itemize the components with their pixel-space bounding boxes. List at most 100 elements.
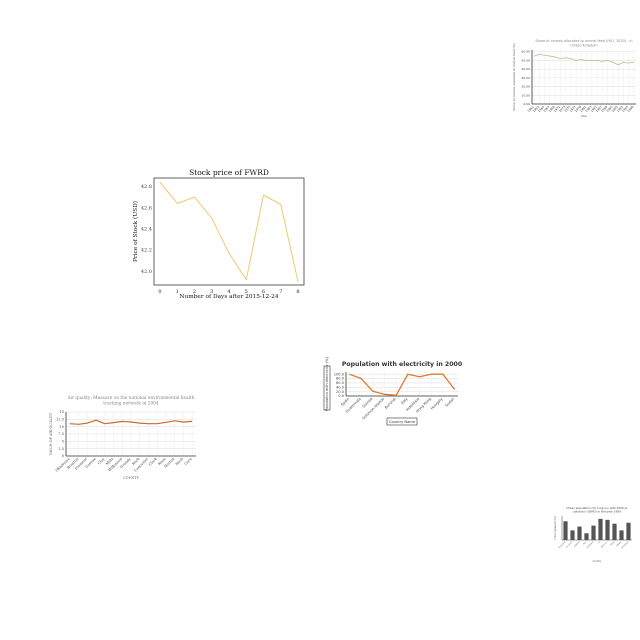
bar (598, 518, 603, 540)
x-tick-label: Clark (148, 456, 158, 466)
y-tick-label: 42.2 (141, 248, 152, 254)
x-axis-label: Country Name (389, 420, 416, 424)
x-tick-label: Burundi (384, 397, 397, 410)
x-tick-label: 1967 (542, 105, 550, 113)
x-tick-label: 1977 (569, 105, 577, 113)
x-tick-label: 1993 (611, 105, 619, 113)
x-tick-label: 1985 (590, 105, 598, 113)
chart-title: Urban population (%) long-run with 2050 … (566, 506, 628, 510)
x-axis-label: Country (593, 560, 602, 563)
stock-price-chart: Stock price of FWRD 42.0 42.2 42.4 42.6 42.8 0… (126, 164, 312, 304)
chart-title: Stock price of FWRD (189, 168, 269, 177)
x-tick-label: Fiji (598, 541, 601, 544)
y-tick-label: 0.0 (338, 394, 344, 398)
y-tick-label: 40.0 (336, 385, 345, 389)
bar (605, 519, 610, 540)
y-tick-label: 0.00 (523, 102, 530, 106)
x-tick-label: Zimbabwe (621, 541, 630, 550)
x-tick-label: 3 (210, 289, 213, 295)
x-tick-label: 1983 (584, 105, 592, 113)
series-line (533, 53, 634, 66)
x-tick-label: 1989 (600, 105, 608, 113)
series-line (159, 181, 299, 282)
x-tick-label: Rock (131, 456, 141, 466)
bar (563, 521, 568, 540)
cereals-feed-chart: Share of cereals allocated to animal fee… (508, 36, 640, 120)
y-axis-label-box (323, 365, 331, 411)
chart-title: Share of cereals allocated to animal fee… (535, 39, 632, 43)
x-tick-label: 7 (279, 289, 282, 295)
y-tick-label: 20.00 (521, 85, 530, 89)
x-tick-label: 1979 (574, 105, 582, 113)
bar (570, 530, 575, 540)
y-tick-label: 60.0 (336, 381, 345, 385)
x-tick-label: Sri Lanka (565, 541, 573, 549)
x-tick-label: 1975 (563, 105, 571, 113)
x-tick-label: Uganda (574, 541, 580, 547)
x-tick-label: 0 (158, 289, 161, 295)
y-tick-label: 42.6 (141, 205, 152, 211)
urban-population-svg: Urban population (%) long-run with 2050 … (554, 506, 632, 563)
x-tick-label: Cambodia (586, 541, 594, 549)
x-tick-label: Solomon Islands (362, 397, 386, 421)
x-tick-label: Swaziland (558, 541, 566, 549)
x-tick-label: Italy (400, 396, 409, 405)
series-line (69, 419, 193, 425)
electricity-chart: Population with electricity in 2000 0.0 20… (318, 356, 464, 430)
y-tick-label: 42.8 (141, 184, 152, 190)
y-tick-label: 30.00 (521, 76, 530, 80)
y-tick-label: 7.5 (58, 432, 64, 436)
x-tick-label: 4 (227, 289, 230, 295)
x-tick-label: 1 (176, 289, 179, 295)
x-tick-label: 1999 (626, 105, 634, 113)
y-tick-label: 5 (62, 440, 65, 444)
urban-population-chart: Urban population (%) long-run with 2050 … (552, 504, 634, 566)
bar (591, 525, 596, 540)
x-tick-label: Clay (97, 456, 106, 465)
x-axis-label-box (386, 417, 418, 426)
y-tick-label: 80.0 (336, 377, 345, 381)
y-tick-label: 12.5 (56, 418, 65, 422)
y-tick-label: 42.4 (141, 227, 152, 233)
x-tick-label: Malawi (616, 541, 622, 547)
y-tick-label: 100.0 (334, 372, 345, 376)
x-tick-label: Sudan (445, 397, 456, 408)
chart-title: Air quality: Measure on the national env… (66, 396, 194, 401)
y-tick-label: 15 (59, 410, 64, 414)
chart-title: ojections (OWID) in the year 1990 (573, 510, 621, 514)
cereals-feed-svg: Share of cereals allocated to animal fee… (512, 39, 636, 118)
x-axis-label: Number of Days after 2015-12-24 (179, 294, 278, 300)
x-tick-label: Hungary (430, 396, 444, 410)
bar (619, 530, 624, 540)
x-tick-label: Mills (105, 457, 114, 466)
x-tick-label: 1961 (527, 105, 535, 113)
electricity-svg: Population with electricity in 2000 0.020… (323, 356, 463, 426)
x-tick-label: Guinea (362, 397, 374, 409)
x-tick-label: 1963 (532, 105, 540, 113)
x-tick-label: Norton (163, 456, 175, 468)
chart-title: tracking network in 2004 (103, 401, 159, 406)
x-tick-label: Mauritius (600, 541, 608, 549)
bar (584, 533, 589, 540)
x-tick-label: 1987 (595, 105, 603, 113)
x-tick-label: 5 (245, 289, 248, 295)
x-tick-label: 2 (193, 289, 196, 295)
bar (626, 522, 631, 540)
y-axis-label: Share of cereals allocated to animal fee… (512, 43, 516, 111)
y-axis-label: Population with electricity (%) (325, 356, 329, 411)
air-quality-svg: Air quality: Measure on the national env… (49, 396, 196, 480)
x-tick-label: 1965 (537, 105, 545, 113)
x-tick-label: 1995 (616, 105, 624, 113)
y-axis-label: VALUE OF AIR QUALITY (49, 412, 53, 457)
y-tick-label: 60.00 (521, 50, 530, 54)
y-tick-label: 20.0 (336, 390, 345, 394)
x-tick-label: Rush (175, 456, 185, 466)
chart-title: United Kingdom (570, 43, 598, 47)
x-tick-label: 1997 (621, 105, 629, 113)
y-tick-label: 42.0 (141, 269, 152, 275)
plot-frame (153, 177, 305, 286)
bar (577, 526, 582, 540)
y-tick-label: 10 (59, 425, 64, 429)
x-tick-label: 1981 (579, 105, 587, 113)
x-tick-label: 1969 (548, 105, 556, 113)
